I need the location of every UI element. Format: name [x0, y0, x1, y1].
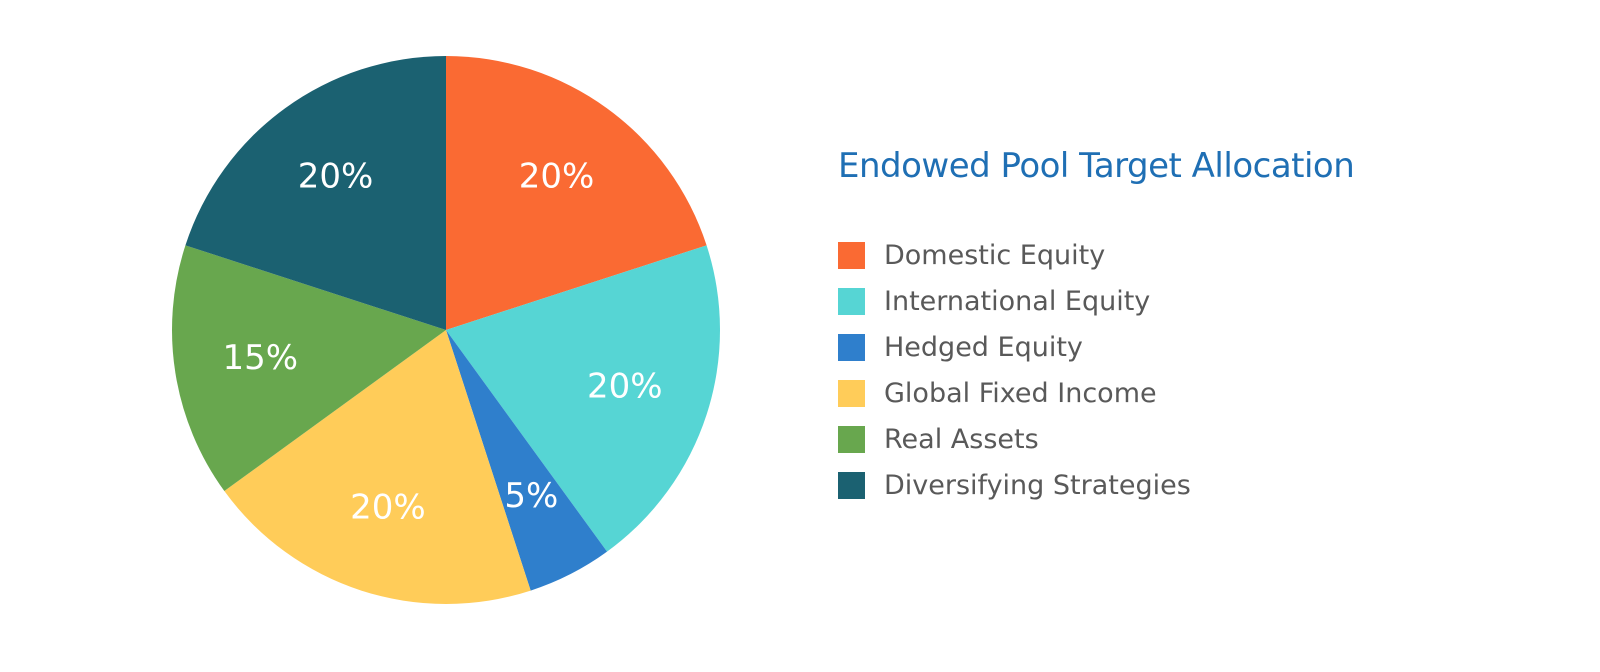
- pie-slice-1: [446, 245, 720, 552]
- slice-value-label: 15%: [223, 338, 299, 378]
- slice-value-label: 20%: [350, 487, 426, 527]
- pie-slices: [172, 56, 720, 604]
- legend-item: International Equity: [838, 278, 1538, 324]
- legend-label: Real Assets: [884, 423, 1039, 455]
- legend-item: Diversifying Strategies: [838, 462, 1538, 508]
- legend-item: Global Fixed Income: [838, 370, 1538, 416]
- legend-label: Domestic Equity: [884, 239, 1106, 271]
- legend-item: Domestic Equity: [838, 232, 1538, 278]
- legend-swatch: [838, 425, 865, 453]
- pie-slice-4: [172, 245, 447, 492]
- legend-swatch: [838, 379, 865, 407]
- legend-label: International Equity: [884, 285, 1151, 317]
- slice-value-label: 20%: [519, 156, 595, 196]
- legend-label: Hedged Equity: [884, 331, 1083, 363]
- pie-chart-svg: 20% 20% 5% 20% 15% 20%: [172, 56, 720, 604]
- legend-panel: Endowed Pool Target Allocation Domestic …: [838, 142, 1538, 508]
- legend-label: Diversifying Strategies: [884, 469, 1191, 501]
- legend: Domestic Equity International Equity Hedge…: [838, 232, 1538, 508]
- legend-swatch: [838, 287, 865, 315]
- pie-slice-2: [446, 330, 608, 591]
- legend-swatch: [838, 241, 865, 269]
- chart-title: Endowed Pool Target Allocation: [838, 146, 1355, 186]
- slice-value-label: 20%: [587, 367, 663, 407]
- pie-value-labels: 20% 20% 5% 20% 15% 20%: [223, 156, 663, 527]
- legend-label: Global Fixed Income: [884, 377, 1157, 409]
- pie-chart: 20% 20% 5% 20% 15% 20%: [172, 56, 720, 604]
- pie-slice-5: [185, 56, 446, 330]
- legend-item: Hedged Equity: [838, 324, 1538, 370]
- pie-slice-3: [224, 330, 531, 604]
- legend-item: Real Assets: [838, 416, 1538, 462]
- legend-swatch: [838, 333, 865, 361]
- slice-value-label: 20%: [298, 156, 374, 196]
- legend-swatch: [838, 471, 865, 499]
- slice-value-label: 5%: [504, 476, 558, 516]
- pie-slice-0: [446, 56, 707, 330]
